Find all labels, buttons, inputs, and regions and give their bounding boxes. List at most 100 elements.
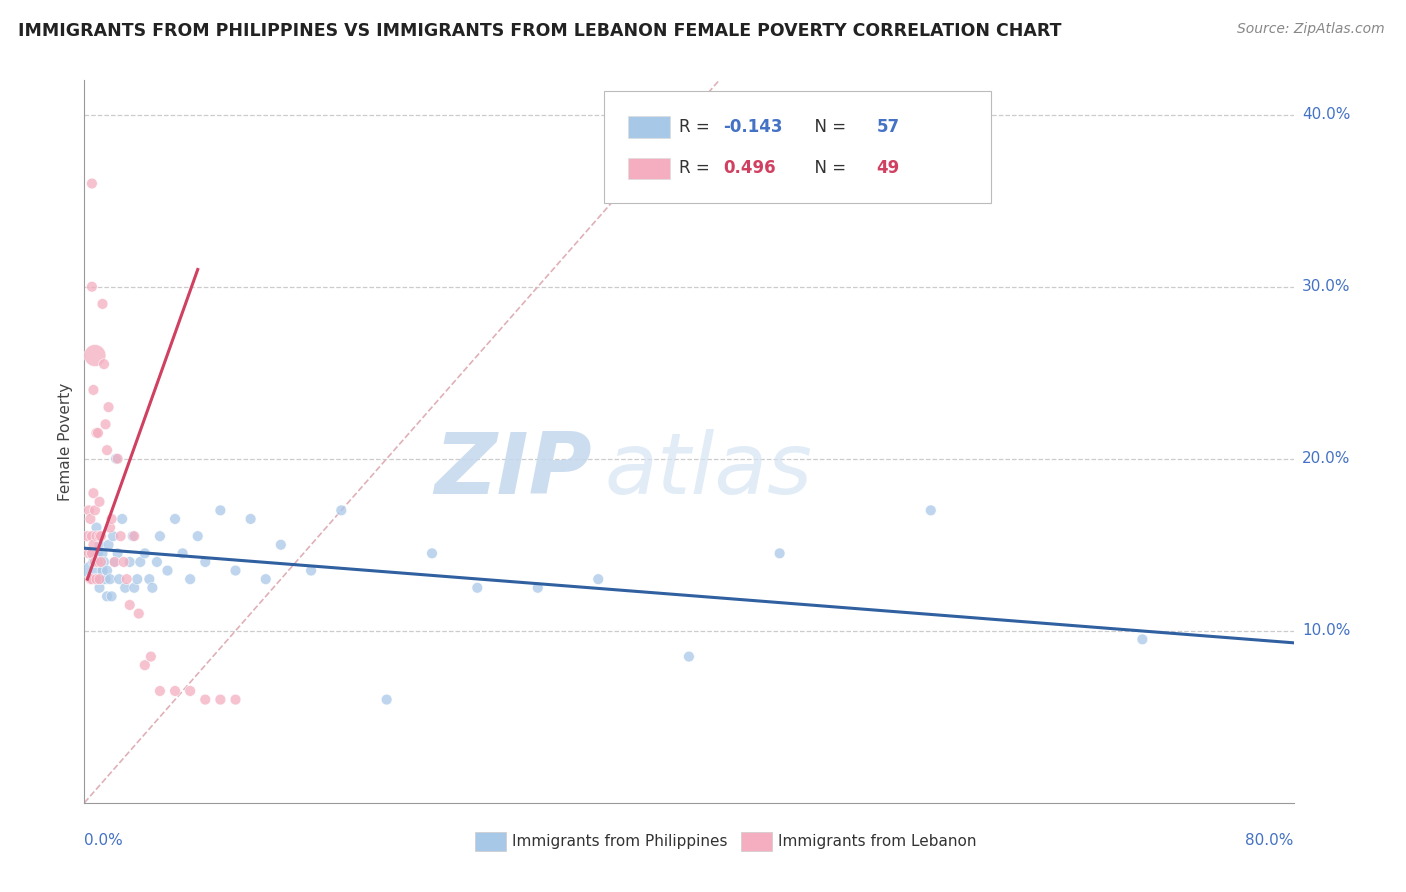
- Point: [97, 538, 120, 552]
- Text: 20.0%: 20.0%: [1302, 451, 1350, 467]
- Y-axis label: Female Poverty: Female Poverty: [58, 383, 73, 500]
- Point: [141, 581, 163, 595]
- Point: [82, 383, 104, 397]
- Point: [149, 529, 172, 543]
- Text: R =: R =: [679, 119, 716, 136]
- Point: [134, 546, 156, 560]
- Point: [101, 529, 124, 543]
- Point: [122, 581, 145, 595]
- Point: [104, 555, 127, 569]
- Point: [86, 425, 108, 440]
- Point: [107, 451, 129, 466]
- Point: [97, 400, 120, 414]
- Point: [107, 546, 129, 560]
- Text: 57: 57: [876, 119, 900, 136]
- Point: [89, 538, 111, 552]
- Point: [299, 564, 322, 578]
- Point: [91, 564, 114, 578]
- Point: [89, 494, 111, 508]
- Point: [179, 572, 201, 586]
- Point: [84, 555, 107, 569]
- Point: [84, 572, 107, 586]
- Point: [118, 598, 141, 612]
- Point: [89, 581, 111, 595]
- Point: [194, 692, 217, 706]
- Point: [86, 572, 108, 586]
- Point: [1130, 632, 1153, 647]
- Point: [134, 658, 156, 673]
- FancyBboxPatch shape: [605, 91, 991, 203]
- Text: 10.0%: 10.0%: [1302, 624, 1350, 639]
- Text: atlas: atlas: [605, 429, 813, 512]
- Point: [100, 590, 122, 604]
- Point: [149, 684, 172, 698]
- Point: [98, 520, 121, 534]
- Text: 40.0%: 40.0%: [1302, 107, 1350, 122]
- Point: [527, 581, 550, 595]
- Point: [80, 279, 103, 293]
- Point: [225, 564, 247, 578]
- Text: N =: N =: [804, 119, 851, 136]
- Point: [80, 546, 103, 560]
- Point: [84, 503, 107, 517]
- Point: [128, 607, 150, 621]
- Point: [86, 520, 108, 534]
- Point: [82, 555, 104, 569]
- Point: [93, 357, 115, 371]
- Point: [108, 572, 131, 586]
- Point: [129, 555, 152, 569]
- Point: [87, 546, 110, 560]
- Text: 30.0%: 30.0%: [1302, 279, 1350, 294]
- Point: [127, 572, 149, 586]
- Point: [122, 529, 145, 543]
- Point: [93, 555, 115, 569]
- Point: [100, 512, 122, 526]
- Point: [139, 649, 162, 664]
- Point: [121, 529, 143, 543]
- Text: N =: N =: [804, 160, 851, 178]
- Point: [80, 572, 103, 586]
- Text: Immigrants from Philippines: Immigrants from Philippines: [512, 834, 728, 849]
- Point: [91, 297, 114, 311]
- Text: Immigrants from Lebanon: Immigrants from Lebanon: [779, 834, 977, 849]
- Point: [225, 692, 247, 706]
- Point: [105, 451, 128, 466]
- Point: [467, 581, 489, 595]
- FancyBboxPatch shape: [628, 158, 669, 179]
- Point: [588, 572, 610, 586]
- Text: -0.143: -0.143: [723, 119, 782, 136]
- Point: [77, 546, 100, 560]
- Point: [76, 529, 98, 543]
- Point: [920, 503, 942, 517]
- Point: [90, 529, 112, 543]
- Point: [239, 512, 262, 526]
- Point: [89, 529, 111, 543]
- Point: [172, 546, 194, 560]
- Point: [330, 503, 353, 517]
- Point: [96, 443, 118, 458]
- Point: [91, 546, 114, 560]
- Point: [82, 538, 104, 552]
- Point: [89, 572, 111, 586]
- Text: 0.496: 0.496: [723, 160, 776, 178]
- Point: [110, 529, 132, 543]
- Point: [94, 572, 117, 586]
- Point: [420, 546, 443, 560]
- Point: [80, 564, 103, 578]
- Point: [194, 555, 217, 569]
- Point: [86, 529, 108, 543]
- Point: [96, 564, 118, 578]
- Point: [187, 529, 209, 543]
- Point: [104, 555, 127, 569]
- Point: [94, 417, 117, 432]
- FancyBboxPatch shape: [628, 117, 669, 138]
- Point: [769, 546, 792, 560]
- Point: [118, 555, 141, 569]
- FancyBboxPatch shape: [475, 832, 506, 851]
- Text: 80.0%: 80.0%: [1246, 833, 1294, 848]
- Point: [165, 684, 187, 698]
- Point: [82, 486, 104, 500]
- Point: [84, 349, 107, 363]
- Point: [209, 692, 232, 706]
- Point: [79, 512, 101, 526]
